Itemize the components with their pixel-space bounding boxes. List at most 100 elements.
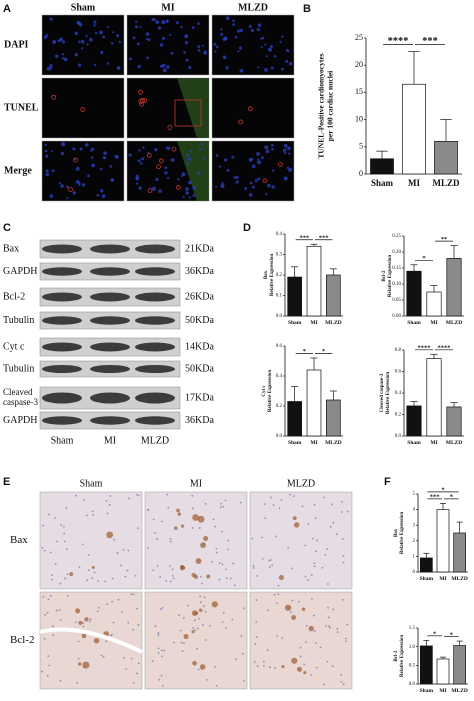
error-bar bbox=[450, 402, 458, 407]
nucleus bbox=[188, 196, 191, 199]
cell bbox=[229, 577, 232, 580]
bar bbox=[287, 401, 302, 437]
nucleus bbox=[281, 35, 284, 38]
nucleus bbox=[270, 66, 274, 70]
cell bbox=[82, 625, 85, 628]
cell bbox=[340, 511, 343, 513]
column-header: Sham bbox=[80, 478, 103, 489]
row-label: Bcl-2 bbox=[10, 634, 34, 646]
cell bbox=[215, 547, 218, 550]
nucleus bbox=[235, 175, 239, 179]
nucleus bbox=[136, 42, 140, 46]
cell bbox=[336, 627, 339, 630]
nucleus bbox=[283, 176, 288, 181]
cell bbox=[303, 663, 306, 666]
y-tick-label: 0.6 bbox=[395, 370, 402, 375]
cell bbox=[197, 617, 200, 620]
cell bbox=[65, 548, 68, 551]
nucleus bbox=[215, 185, 218, 188]
significance-label: * bbox=[441, 487, 444, 494]
band bbox=[135, 244, 175, 254]
cell bbox=[125, 668, 128, 670]
nucleus bbox=[141, 157, 145, 161]
cell bbox=[136, 672, 138, 675]
cell bbox=[233, 584, 236, 587]
tunel-cell bbox=[147, 188, 153, 193]
cell bbox=[227, 539, 230, 542]
cell bbox=[126, 569, 129, 572]
micrograph bbox=[41, 14, 125, 76]
x-tick-label: MI bbox=[408, 178, 420, 188]
cell bbox=[341, 538, 344, 540]
y-tick-label: 0 bbox=[359, 169, 363, 178]
cell bbox=[181, 650, 184, 653]
stain bbox=[77, 662, 82, 666]
y-tick-label: 0.0 bbox=[276, 314, 283, 319]
nucleus bbox=[264, 68, 268, 72]
cell bbox=[41, 546, 44, 549]
cell bbox=[271, 564, 274, 567]
row-label: GAPDH bbox=[3, 266, 37, 277]
micrograph bbox=[211, 140, 295, 202]
x-tick-label: MLZD bbox=[325, 440, 342, 446]
cell bbox=[319, 646, 322, 649]
stain bbox=[199, 664, 206, 670]
nucleus bbox=[231, 155, 235, 159]
cell bbox=[49, 551, 52, 554]
cell bbox=[159, 576, 162, 578]
row-label: Merge bbox=[4, 165, 32, 176]
inset-box bbox=[174, 99, 202, 127]
nucleus bbox=[288, 167, 293, 172]
cell bbox=[160, 649, 163, 652]
cell bbox=[209, 624, 212, 627]
nucleus bbox=[186, 161, 190, 165]
nucleus bbox=[62, 40, 66, 44]
stain bbox=[198, 608, 203, 613]
stain bbox=[191, 630, 195, 634]
row-label: Bcl-2 bbox=[3, 291, 25, 302]
cell bbox=[106, 512, 109, 515]
nucleus bbox=[197, 45, 201, 48]
significance-label: ** bbox=[441, 236, 448, 243]
cell bbox=[321, 566, 324, 569]
cell bbox=[156, 538, 159, 540]
cell bbox=[197, 668, 200, 671]
nucleus bbox=[135, 174, 139, 178]
cell bbox=[191, 526, 194, 529]
cell bbox=[124, 575, 127, 578]
stain bbox=[308, 625, 314, 632]
band bbox=[90, 292, 130, 302]
y-tick-label: 5 bbox=[413, 492, 416, 497]
cell bbox=[311, 537, 314, 540]
cell bbox=[280, 499, 283, 502]
tunel-cell bbox=[167, 125, 173, 130]
vessel bbox=[39, 627, 143, 654]
nucleus bbox=[80, 39, 85, 44]
y-tick-label: 1.5 bbox=[409, 626, 416, 631]
nucleus bbox=[165, 146, 168, 149]
cell bbox=[272, 504, 275, 506]
nucleus bbox=[177, 178, 180, 181]
nucleus bbox=[250, 28, 255, 33]
cell bbox=[161, 655, 163, 658]
fluorescence bbox=[177, 141, 209, 201]
cell bbox=[137, 624, 140, 626]
x-tick-label: MI bbox=[439, 576, 446, 582]
y-tick-label: 0.05 bbox=[392, 298, 401, 303]
stain bbox=[177, 512, 182, 516]
y-axis-label: Relative Expression bbox=[388, 255, 393, 297]
cell bbox=[239, 501, 242, 504]
significance-label: *** bbox=[430, 494, 440, 501]
cell bbox=[323, 683, 325, 686]
cell bbox=[157, 647, 160, 650]
cell bbox=[218, 562, 221, 564]
cell bbox=[42, 595, 45, 598]
cell bbox=[270, 496, 272, 499]
cell bbox=[169, 537, 172, 540]
nucleus bbox=[203, 157, 206, 160]
nucleus bbox=[103, 151, 107, 155]
cell bbox=[106, 603, 109, 606]
cell bbox=[48, 513, 50, 516]
error-bar bbox=[440, 503, 446, 510]
nucleus bbox=[273, 54, 277, 58]
